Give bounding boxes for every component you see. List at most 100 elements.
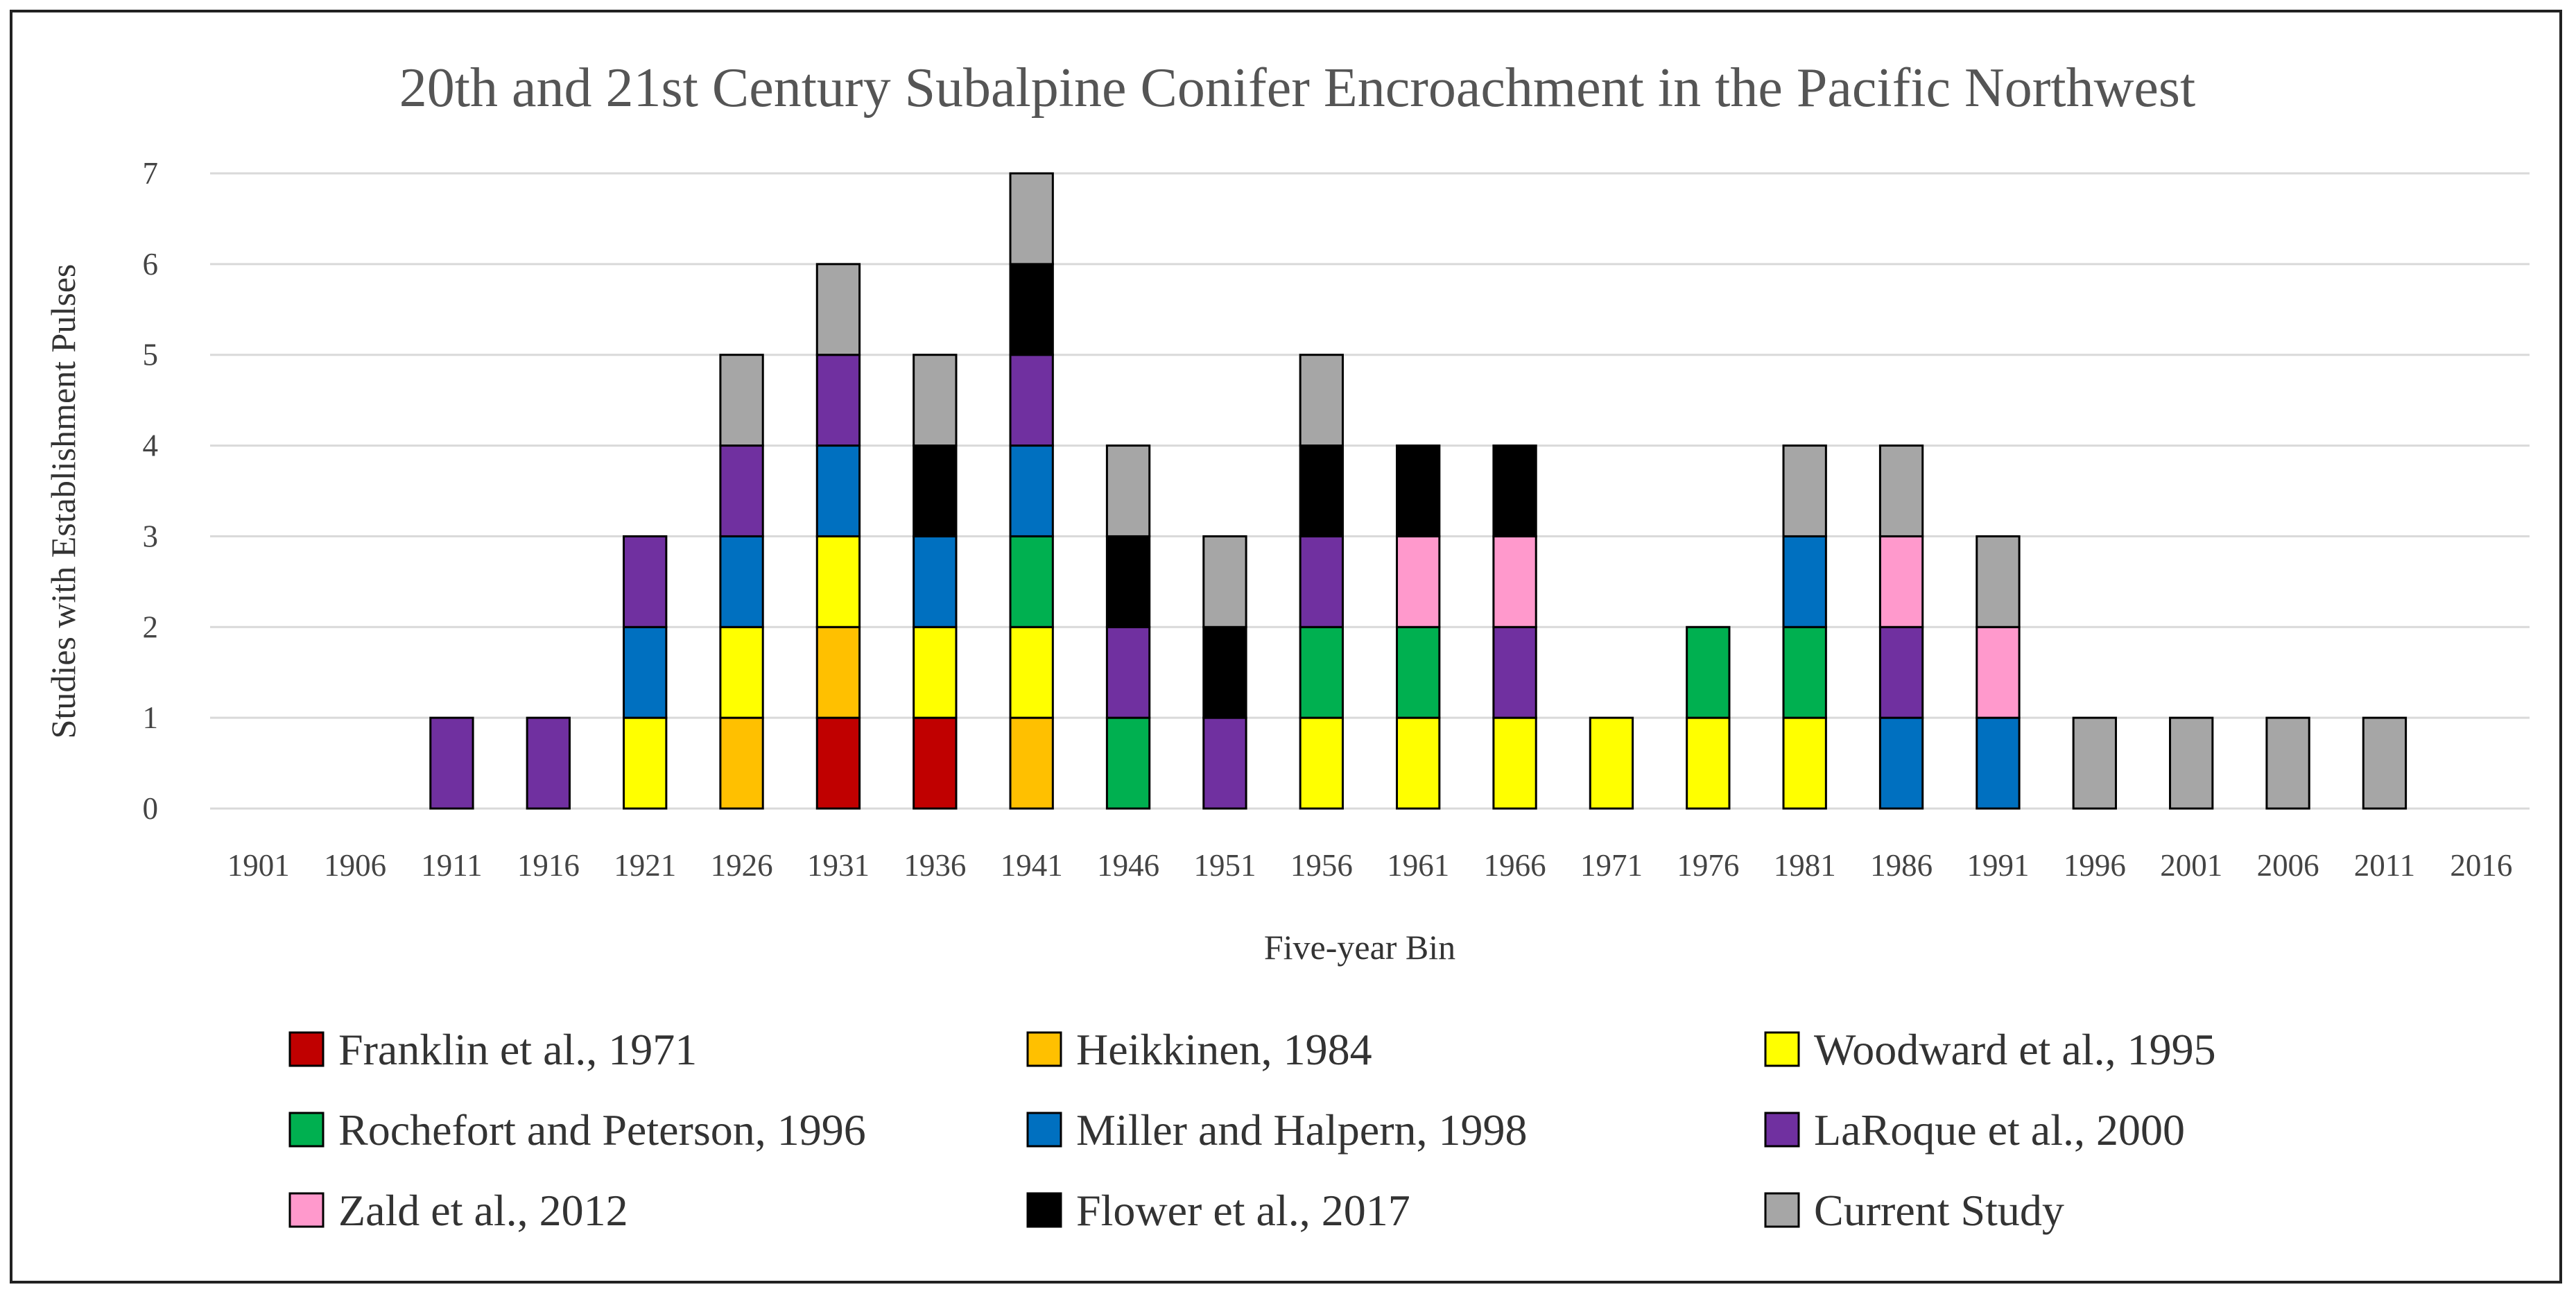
legend-swatch [1026, 1112, 1062, 1148]
bar-segment [1009, 625, 1054, 719]
y-tick-label: 2 [143, 610, 159, 644]
bar-segment [1782, 444, 1827, 537]
bar-segment [1976, 716, 2021, 810]
y-tick-label: 4 [143, 429, 159, 463]
x-tick-label: 1916 [517, 848, 580, 883]
bar-segment [1396, 716, 1441, 810]
bar-segment [815, 354, 861, 447]
bar-segment [719, 444, 764, 537]
bar-segment [913, 444, 958, 537]
bar-segment [719, 535, 764, 628]
bar-segment [815, 625, 861, 719]
bar-segment [1686, 625, 1731, 719]
x-axis-ticks: 1901 1906 1911 1916 1921 1926 1931 1936 1941 1946… [227, 848, 2513, 883]
legend-swatch [1026, 1192, 1062, 1228]
legend-label: Woodward et al., 1995 [1814, 1025, 2216, 1074]
bar-segment [1396, 625, 1441, 719]
bar-segment [1299, 535, 1344, 628]
bar-segment [1299, 716, 1344, 810]
x-tick-label: 1961 [1387, 848, 1449, 883]
bar-segment [1299, 354, 1344, 447]
x-tick-label: 1996 [2064, 848, 2126, 883]
gridlines [210, 172, 2530, 810]
stacked-bar-chart: 20th and 21st Century Subalpine Conifer … [44, 58, 2530, 1235]
bar-segment [1878, 625, 1924, 719]
x-tick-label: 1956 [1290, 848, 1353, 883]
legend-label: Miller and Halpern, 1998 [1076, 1105, 1528, 1155]
x-tick-label: 1921 [614, 848, 676, 883]
y-tick-label: 0 [143, 791, 159, 826]
x-tick-label: 1991 [1966, 848, 2029, 883]
chart-title: 20th and 21st Century Subalpine Conifer … [399, 58, 2196, 119]
bar-segment [1009, 354, 1054, 447]
legend-label: Zald et al., 2012 [338, 1186, 628, 1235]
bar-segment [1009, 263, 1054, 356]
x-tick-label: 1941 [1001, 848, 1063, 883]
bar-segment [2362, 716, 2408, 810]
bar-segment [719, 354, 764, 447]
bar-segment [1009, 172, 1054, 266]
bar-segment [1492, 535, 1537, 628]
x-tick-label: 1926 [711, 848, 773, 883]
x-axis-label: Five-year Bin [1264, 928, 1455, 967]
bar-segment [1492, 444, 1537, 537]
legend: Franklin et al., 1971 Heikkinen, 1984 Wood… [288, 1025, 2216, 1235]
bar-segment [1299, 444, 1344, 537]
bar-segment [913, 535, 958, 628]
bar-segment [429, 716, 474, 810]
bar-segment [1492, 625, 1537, 719]
bar-segment [1202, 716, 1247, 810]
legend-label: Current Study [1814, 1186, 2064, 1235]
legend-swatch [1026, 1031, 1062, 1067]
bar-segment [1782, 716, 1827, 810]
bar-segment [623, 716, 668, 810]
y-tick-label: 7 [143, 156, 159, 191]
bar-segment [1202, 625, 1247, 719]
bar-segment [1299, 625, 1344, 719]
x-tick-label: 2006 [2257, 848, 2319, 883]
x-tick-label: 1906 [324, 848, 386, 883]
legend-swatch [288, 1112, 325, 1148]
bar-segment [1878, 716, 1924, 810]
y-axis-ticks: 0 1 2 3 4 5 6 7 [143, 156, 159, 826]
x-tick-label: 1931 [807, 848, 870, 883]
bar-segment [1492, 716, 1537, 810]
x-tick-label: 1901 [227, 848, 290, 883]
x-tick-label: 2016 [2450, 848, 2512, 883]
bar-segment [1105, 535, 1151, 628]
bars [429, 172, 2408, 810]
bar-segment [2265, 716, 2310, 810]
legend-label: Franklin et al., 1971 [338, 1025, 697, 1074]
x-tick-label: 2001 [2160, 848, 2222, 883]
bar-segment [1396, 535, 1441, 628]
bar-segment [913, 354, 958, 447]
legend-swatch [288, 1031, 325, 1067]
bar-segment [526, 716, 571, 810]
bar-segment [2169, 716, 2214, 810]
legend-label: LaRoque et al., 2000 [1814, 1105, 2185, 1155]
bar-segment [1878, 444, 1924, 537]
legend-label: Heikkinen, 1984 [1076, 1025, 1372, 1074]
bar-segment [1976, 625, 2021, 719]
x-tick-label: 1981 [1774, 848, 1836, 883]
bar-segment [2072, 716, 2117, 810]
bar-segment [1009, 716, 1054, 810]
bar-segment [815, 716, 861, 810]
bar-segment [1782, 625, 1827, 719]
bar-segment [1878, 535, 1924, 628]
x-tick-label: 2011 [2354, 848, 2415, 883]
x-tick-label: 1971 [1580, 848, 1643, 883]
bar-segment [1202, 535, 1247, 628]
x-tick-label: 1976 [1677, 848, 1739, 883]
bar-segment [1396, 444, 1441, 537]
bar-segment [1686, 716, 1731, 810]
bar-segment [1589, 716, 1634, 810]
legend-swatch [1764, 1112, 1800, 1148]
y-tick-label: 1 [143, 700, 159, 735]
bar-segment [913, 716, 958, 810]
legend-swatch [288, 1192, 325, 1228]
bar-segment [815, 263, 861, 356]
x-tick-label: 1966 [1484, 848, 1546, 883]
bar-segment [1105, 716, 1151, 810]
bar-segment [1976, 535, 2021, 628]
